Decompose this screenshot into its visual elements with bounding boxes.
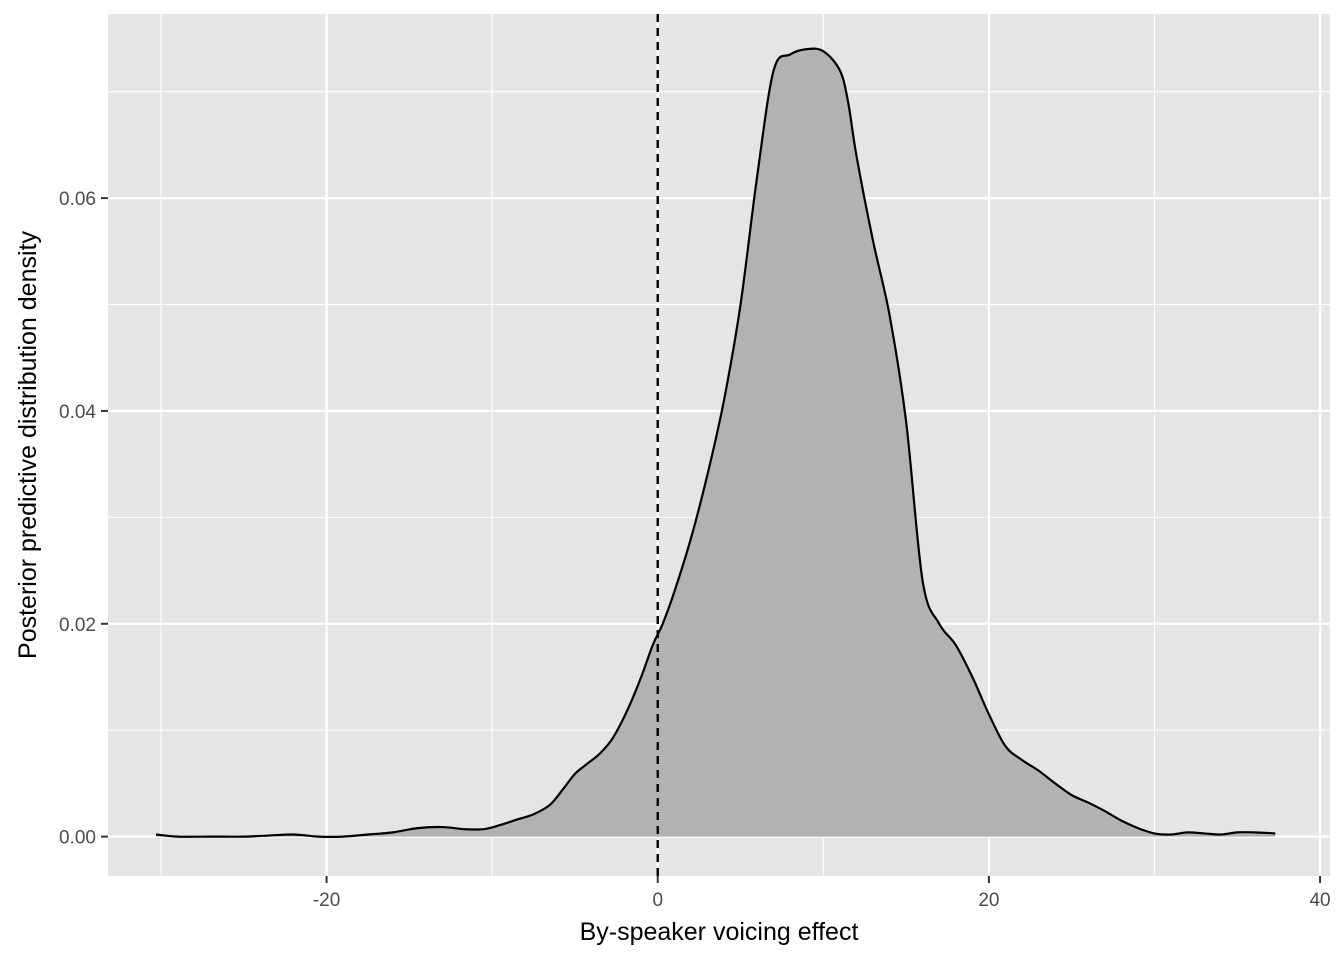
x-tick-label: 40 <box>1309 890 1330 911</box>
y-tick-label: 0.04 <box>59 402 96 423</box>
x-tick-label: 20 <box>978 890 999 911</box>
y-tick-label: 0.02 <box>59 615 96 636</box>
y-tick-label: 0.06 <box>59 189 96 210</box>
x-axis: -20 0 20 40 <box>313 876 1331 911</box>
y-axis-title: Posterior predictive distribution densit… <box>14 231 42 659</box>
density-line <box>155 47 1276 838</box>
y-tick-label: 0.00 <box>59 828 96 849</box>
x-axis-title: By-speaker voicing effect <box>580 918 859 946</box>
x-tick-label: 0 <box>652 890 663 911</box>
x-tick-label: -20 <box>313 890 340 911</box>
y-axis: 0.00 0.02 0.04 0.06 <box>59 189 108 849</box>
